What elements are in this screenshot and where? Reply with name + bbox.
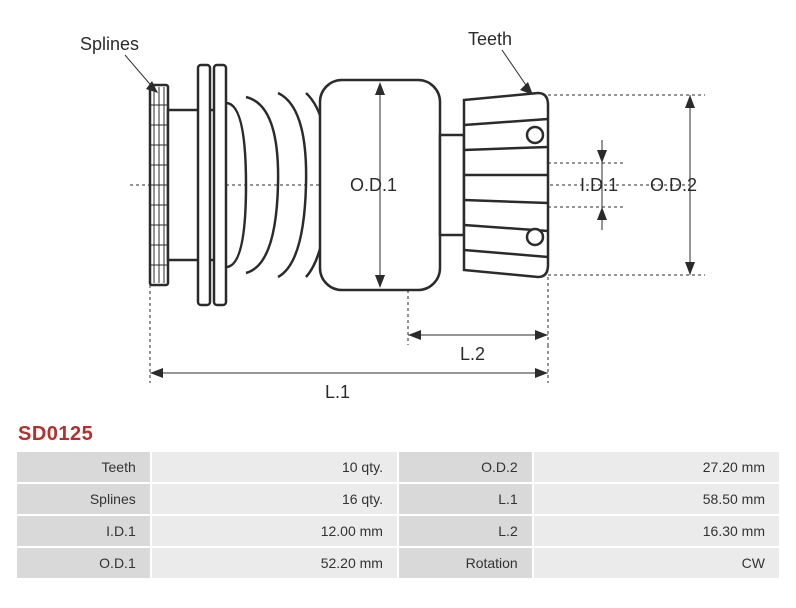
table-row: I.D.112.00 mmL.216.30 mm [16, 515, 780, 547]
spec-table: Teeth10 qty.O.D.227.20 mmSplines16 qty.L… [15, 450, 781, 580]
label-l1: L.1 [325, 382, 350, 402]
spec-key: O.D.2 [398, 451, 533, 483]
spec-value: 58.50 mm [533, 483, 780, 515]
label-od2: O.D.2 [650, 175, 697, 195]
label-id1: I.D.1 [580, 175, 618, 195]
label-teeth: Teeth [468, 29, 512, 49]
spec-value: 52.20 mm [151, 547, 398, 579]
spec-key: Splines [16, 483, 151, 515]
spec-value: 12.00 mm [151, 515, 398, 547]
spec-key: Rotation [398, 547, 533, 579]
part-code: SD0125 [18, 423, 93, 446]
spec-value: 16.30 mm [533, 515, 780, 547]
spec-key: I.D.1 [16, 515, 151, 547]
table-row: O.D.152.20 mmRotationCW [16, 547, 780, 579]
spec-key: L.2 [398, 515, 533, 547]
table-row: Teeth10 qty.O.D.227.20 mm [16, 451, 780, 483]
label-od1: O.D.1 [350, 175, 397, 195]
spec-value: 27.20 mm [533, 451, 780, 483]
label-splines: Splines [80, 34, 139, 54]
label-l2: L.2 [460, 344, 485, 364]
spec-value: 10 qty. [151, 451, 398, 483]
technical-diagram: O.D.1 I.D.1 O.D.2 L.2 L.1 Splines Teeth [50, 15, 750, 415]
spec-value: CW [533, 547, 780, 579]
spec-key: O.D.1 [16, 547, 151, 579]
spec-value: 16 qty. [151, 483, 398, 515]
table-row: Splines16 qty.L.158.50 mm [16, 483, 780, 515]
spec-key: L.1 [398, 483, 533, 515]
spec-key: Teeth [16, 451, 151, 483]
